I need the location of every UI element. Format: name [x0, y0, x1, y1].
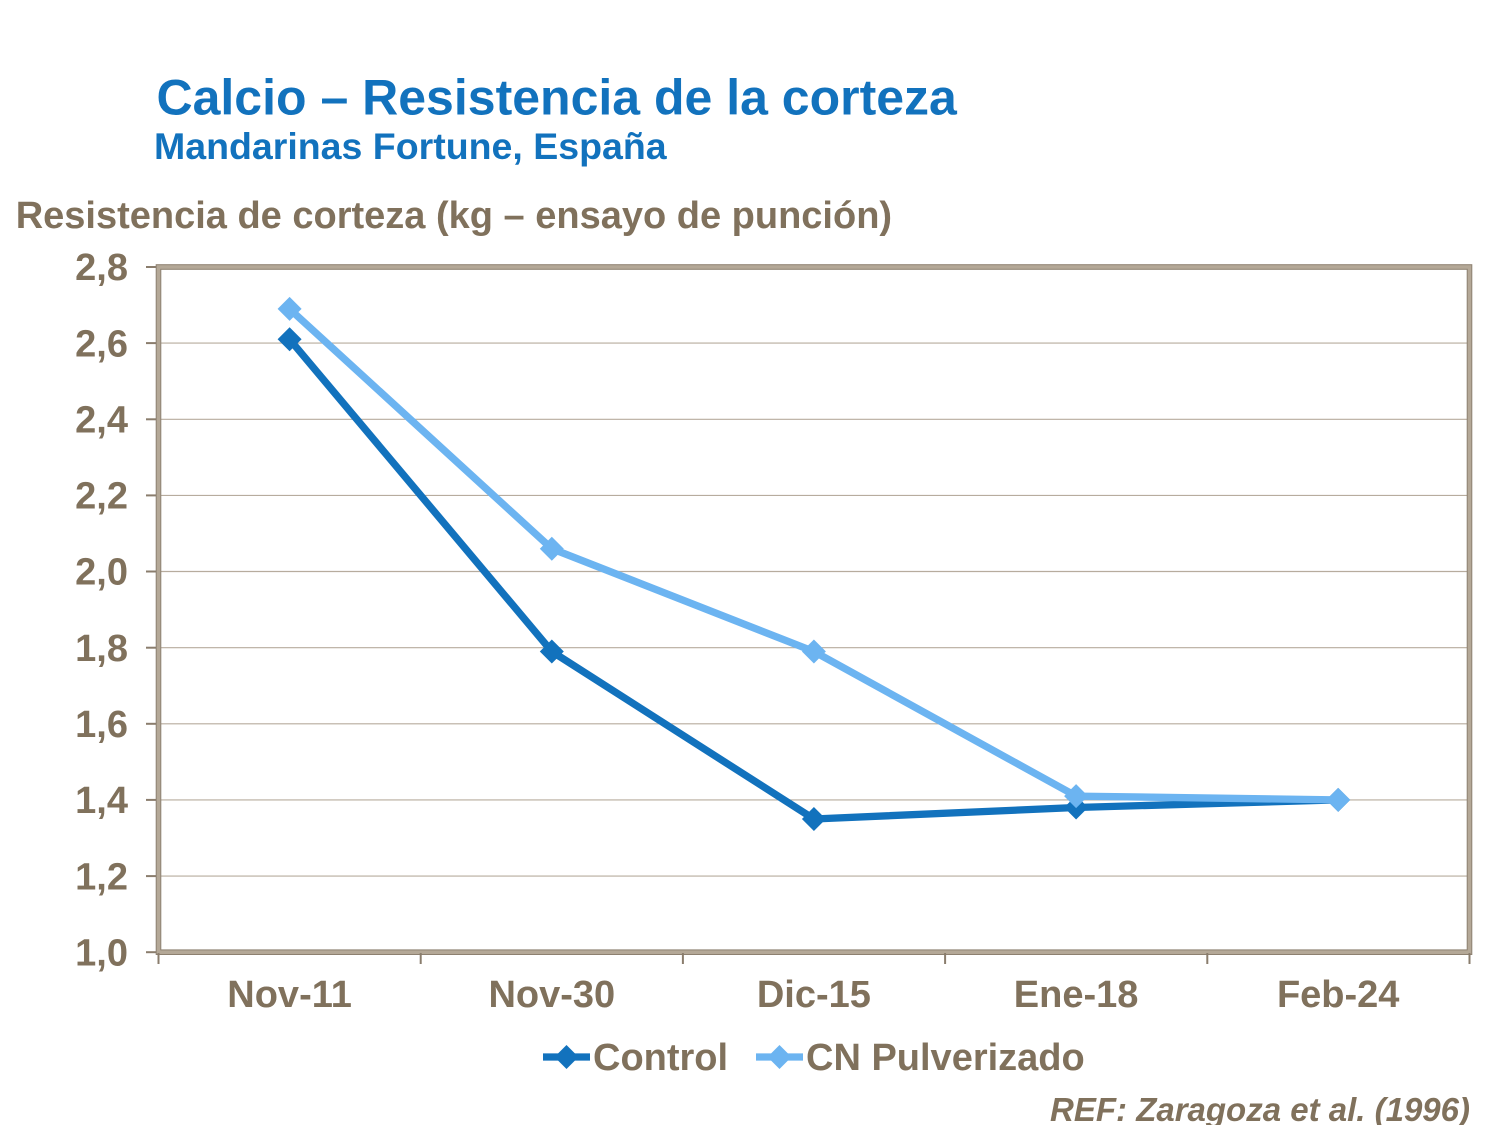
- svg-text:Resistencia de corteza (kg – e: Resistencia de corteza (kg – ensayo de p…: [16, 195, 892, 237]
- svg-text:1,0: 1,0: [75, 932, 128, 974]
- svg-text:Mandarinas Fortune, España: Mandarinas Fortune, España: [154, 125, 668, 167]
- svg-text:2,0: 2,0: [75, 552, 128, 594]
- svg-text:2,6: 2,6: [75, 323, 128, 365]
- svg-text:2,4: 2,4: [75, 400, 128, 442]
- svg-text:Nov-11: Nov-11: [227, 974, 352, 1016]
- svg-text:REF: Zaragoza et al. (1996): REF: Zaragoza et al. (1996): [1050, 1091, 1470, 1125]
- svg-text:CN Pulverizado: CN Pulverizado: [806, 1037, 1085, 1079]
- svg-text:1,4: 1,4: [75, 780, 128, 822]
- svg-text:Dic-15: Dic-15: [757, 974, 871, 1016]
- svg-text:Ene-18: Ene-18: [1014, 974, 1139, 1016]
- svg-text:1,8: 1,8: [75, 628, 128, 670]
- svg-text:2,8: 2,8: [75, 247, 128, 289]
- svg-text:1,6: 1,6: [75, 704, 128, 746]
- svg-text:Calcio – Resistencia de la cor: Calcio – Resistencia de la corteza: [157, 70, 959, 126]
- svg-text:1,2: 1,2: [75, 856, 128, 898]
- svg-text:Feb-24: Feb-24: [1277, 974, 1399, 1016]
- svg-text:Control: Control: [593, 1037, 728, 1079]
- svg-text:2,2: 2,2: [75, 476, 128, 518]
- svg-text:Nov-30: Nov-30: [488, 974, 615, 1016]
